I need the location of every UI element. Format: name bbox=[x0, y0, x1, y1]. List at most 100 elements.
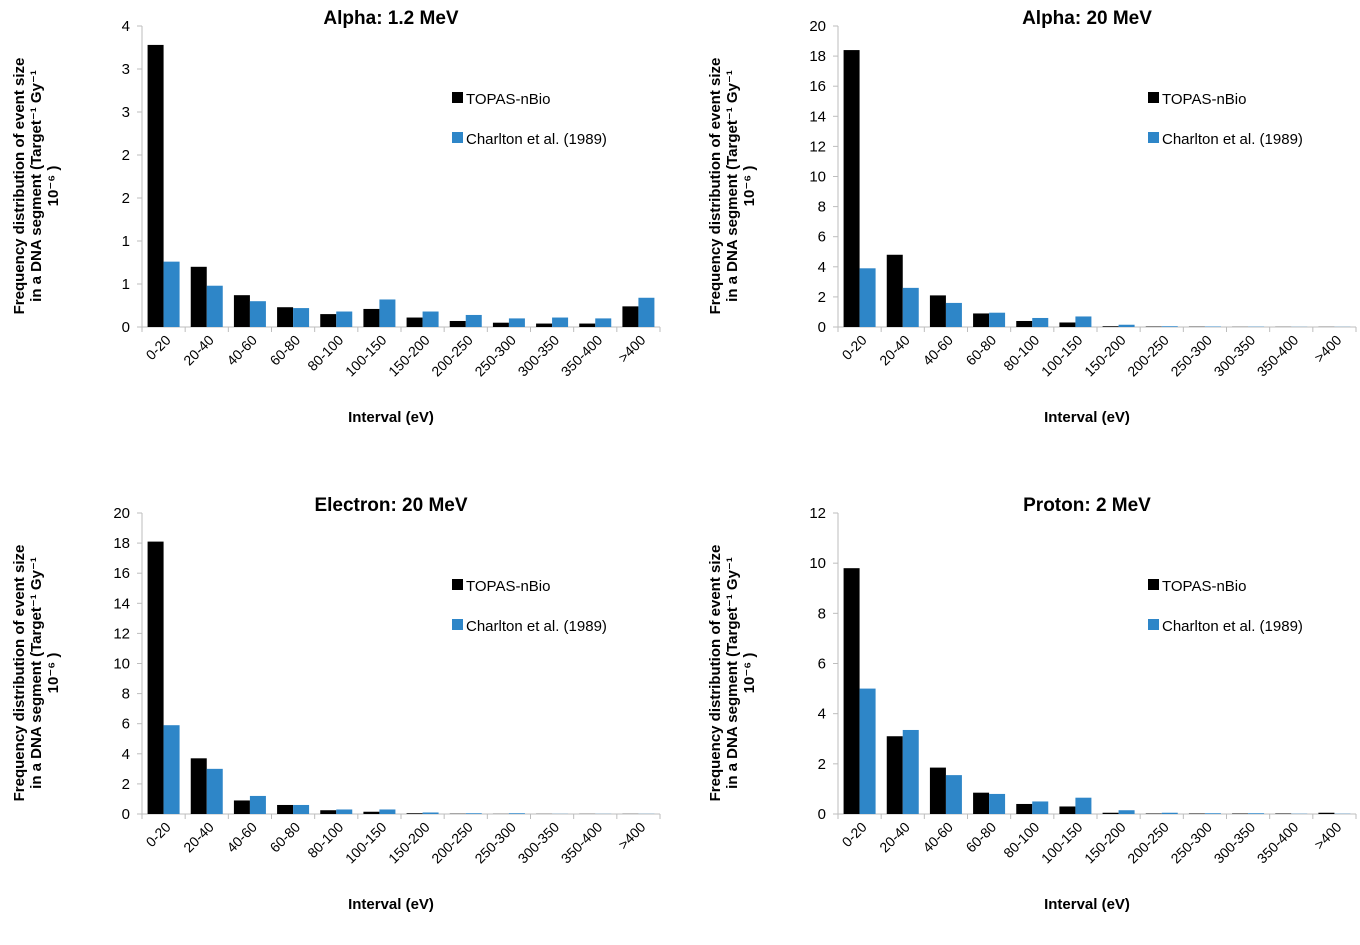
x-tick-label: 40-60 bbox=[223, 332, 260, 369]
y-tick-label: 2 bbox=[122, 147, 130, 164]
y-axis-label: Frequency distribution of event sizein a… bbox=[11, 58, 62, 315]
bar-topas-nbio bbox=[493, 323, 509, 327]
bar-charlton-1989 bbox=[1119, 810, 1135, 814]
x-tick-label: 100-150 bbox=[1038, 332, 1086, 380]
chart-title: Alpha: 1.2 MeV bbox=[323, 8, 458, 29]
bar-charlton-1989 bbox=[164, 262, 180, 327]
y-tick-label: 3 bbox=[122, 61, 130, 78]
x-tick-label: 350-400 bbox=[558, 819, 606, 867]
bar-charlton-1989 bbox=[1205, 813, 1221, 814]
bar-charlton-1989 bbox=[1032, 318, 1048, 327]
bar-charlton-1989 bbox=[1162, 326, 1178, 327]
bar-topas-nbio bbox=[1016, 321, 1032, 327]
x-tick-label: 200-250 bbox=[428, 819, 476, 867]
bar-charlton-1989 bbox=[1119, 325, 1135, 327]
bar-topas-nbio bbox=[191, 758, 207, 814]
y-axis-label-line: 10⁻⁶ ) bbox=[741, 166, 758, 207]
bar-topas-nbio bbox=[622, 306, 638, 327]
y-axis-label-line: in a DNA segment (Target⁻¹ Gy⁻¹ bbox=[724, 557, 741, 789]
bar-topas-nbio bbox=[1318, 813, 1334, 814]
bar-charlton-1989 bbox=[552, 318, 568, 327]
y-tick-label: 4 bbox=[818, 706, 826, 723]
x-tick-label: 300-350 bbox=[1211, 332, 1259, 380]
bar-topas-nbio bbox=[536, 324, 552, 327]
y-tick-label: 2 bbox=[122, 776, 130, 793]
bar-charlton-1989 bbox=[1248, 813, 1264, 814]
bar-charlton-1989 bbox=[466, 315, 482, 327]
x-tick-label: 0-20 bbox=[839, 819, 870, 850]
x-tick-label: 80-100 bbox=[304, 332, 346, 374]
bar-topas-nbio bbox=[973, 313, 989, 327]
bar-topas-nbio bbox=[320, 810, 336, 814]
y-tick-label: 20 bbox=[809, 18, 826, 35]
y-tick-label: 1 bbox=[122, 233, 130, 250]
bar-charlton-1989 bbox=[1075, 316, 1091, 327]
bar-charlton-1989 bbox=[293, 308, 309, 327]
x-tick-label: 200-250 bbox=[1124, 332, 1172, 380]
bar-charlton-1989 bbox=[860, 268, 876, 327]
bar-topas-nbio bbox=[407, 813, 423, 814]
bar-topas-nbio bbox=[579, 324, 595, 327]
bar-charlton-1989 bbox=[989, 794, 1005, 814]
x-tick-label: 0-20 bbox=[839, 332, 870, 363]
bar-charlton-1989 bbox=[509, 813, 525, 814]
bar-topas-nbio bbox=[1016, 804, 1032, 814]
y-tick-label: 16 bbox=[809, 78, 826, 95]
legend-swatch-topas-nbio bbox=[452, 579, 463, 590]
bar-topas-nbio bbox=[930, 768, 946, 814]
x-axis-label: Interval (eV) bbox=[348, 409, 434, 426]
bar-charlton-1989 bbox=[336, 809, 352, 814]
y-tick-label: 14 bbox=[113, 595, 130, 612]
bar-topas-nbio bbox=[407, 318, 423, 327]
x-tick-label: 60-80 bbox=[267, 332, 304, 369]
bar-topas-nbio bbox=[148, 45, 164, 327]
bar-topas-nbio bbox=[450, 321, 466, 327]
x-tick-label: 150-200 bbox=[1081, 332, 1129, 380]
y-tick-label: 4 bbox=[122, 746, 130, 763]
bar-topas-nbio bbox=[973, 793, 989, 814]
y-axis-label-line: 10⁻⁶ ) bbox=[45, 166, 62, 207]
y-tick-label: 12 bbox=[113, 625, 130, 642]
y-tick-label: 12 bbox=[809, 138, 826, 155]
x-tick-label: 350-400 bbox=[1254, 332, 1302, 380]
bar-topas-nbio bbox=[320, 314, 336, 327]
bar-charlton-1989 bbox=[595, 318, 611, 327]
legend-label-charlton-1989: Charlton et al. (1989) bbox=[1162, 131, 1303, 148]
x-axis-label: Interval (eV) bbox=[1044, 409, 1130, 426]
x-tick-label: >400 bbox=[1311, 819, 1345, 853]
bar-charlton-1989 bbox=[466, 813, 482, 814]
y-axis-label-line: Frequency distribution of event size bbox=[11, 545, 28, 802]
bar-charlton-1989 bbox=[164, 725, 180, 814]
y-tick-label: 18 bbox=[113, 535, 130, 552]
x-tick-label: 80-100 bbox=[304, 819, 346, 861]
x-tick-label: 20-40 bbox=[180, 819, 217, 856]
x-tick-label: 100-150 bbox=[342, 332, 390, 380]
legend-label-topas-nbio: TOPAS-nBio bbox=[466, 91, 550, 108]
y-tick-label: 0 bbox=[122, 319, 130, 336]
y-axis-label-line: 10⁻⁶ ) bbox=[45, 653, 62, 694]
bar-topas-nbio bbox=[1059, 806, 1075, 814]
bar-charlton-1989 bbox=[903, 730, 919, 814]
legend-label-charlton-1989: Charlton et al. (1989) bbox=[1162, 618, 1303, 635]
x-tick-label: 100-150 bbox=[1038, 819, 1086, 867]
x-tick-label: 20-40 bbox=[876, 332, 913, 369]
y-tick-label: 0 bbox=[818, 806, 826, 823]
y-axis-label-line: in a DNA segment (Target⁻¹ Gy⁻¹ bbox=[28, 557, 45, 789]
y-axis-label-line: in a DNA segment (Target⁻¹ Gy⁻¹ bbox=[724, 70, 741, 302]
bar-charlton-1989 bbox=[1032, 801, 1048, 814]
bar-charlton-1989 bbox=[946, 775, 962, 814]
y-axis-label-line: Frequency distribution of event size bbox=[11, 58, 28, 315]
legend-label-topas-nbio: TOPAS-nBio bbox=[1162, 91, 1246, 108]
x-tick-label: 150-200 bbox=[385, 332, 433, 380]
x-tick-label: >400 bbox=[615, 332, 649, 366]
bar-topas-nbio bbox=[844, 568, 860, 814]
bar-charlton-1989 bbox=[989, 313, 1005, 327]
bar-topas-nbio bbox=[234, 295, 250, 327]
legend-label-topas-nbio: TOPAS-nBio bbox=[1162, 578, 1246, 595]
bar-topas-nbio bbox=[148, 542, 164, 814]
x-axis-label: Interval (eV) bbox=[1044, 896, 1130, 913]
bar-charlton-1989 bbox=[423, 312, 439, 327]
